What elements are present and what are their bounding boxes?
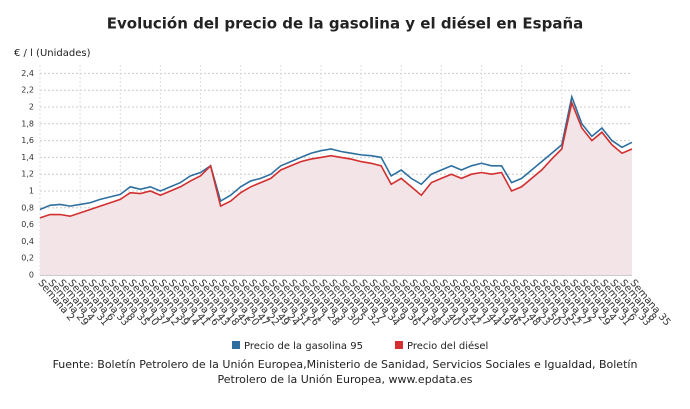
y-tick-label: 0,6 [21,220,34,229]
y-tick-label: 1,8 [21,119,34,128]
y-tick-label: 2 [29,103,34,112]
y-tick-label: 1,4 [21,153,34,162]
y-tick-label: 0,2 [21,254,34,263]
y-tick-label: 0,4 [21,237,34,246]
y-tick-label: 2,4 [21,69,34,78]
legend-label: Precio del diésel [407,340,488,352]
legend-swatch [232,341,240,349]
legend-swatch [394,341,403,349]
y-tick-label: 1,2 [21,170,34,179]
source: Fuente: Boletín Petrolero de la Unión Eu… [52,358,638,386]
y-axis-label: € / l (Unidades) [14,48,91,59]
legend: Precio de la gasolina 95 Precio del diése… [232,340,488,352]
y-tick-label: 2,2 [21,86,34,95]
y-tick-label: 1,6 [21,136,34,145]
line [39,100,633,219]
line [39,94,633,211]
y-tick-label: 0,8 [21,203,34,212]
y-tick-label: 0 [29,271,34,280]
area [40,102,632,275]
chart-title: Evolución del precio de la gasolina y el… [107,15,584,33]
y-tick-label: 1 [29,187,34,196]
legend-label: Precio de la gasolina 95 [244,341,363,352]
